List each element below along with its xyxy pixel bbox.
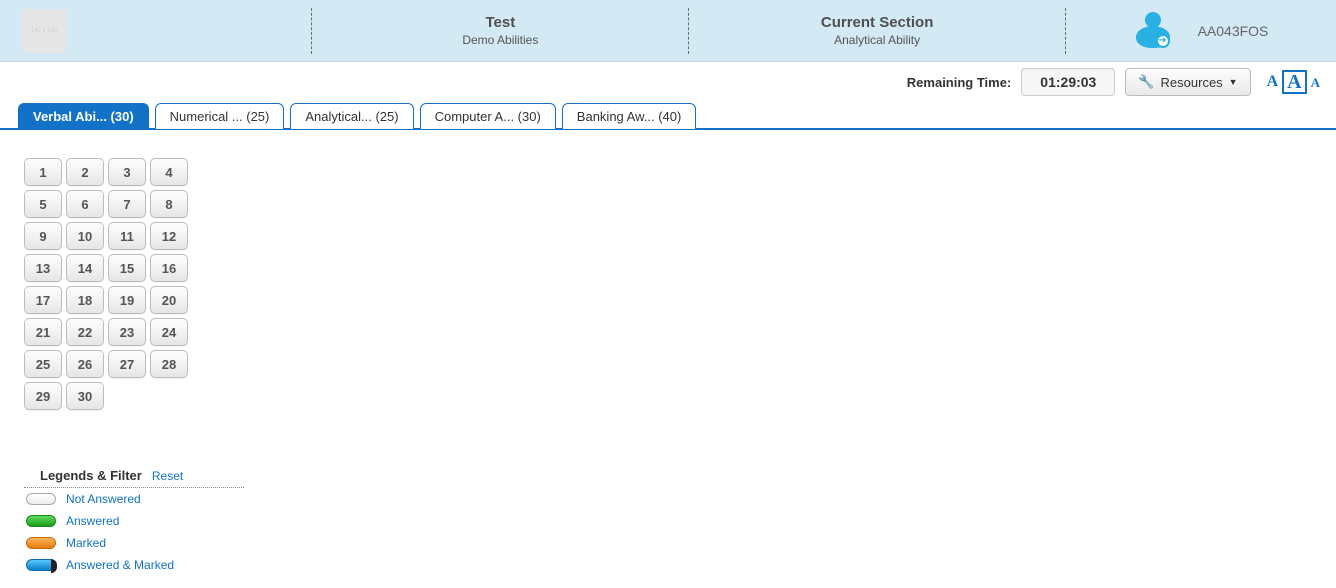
wrench-icon: 🔧 [1138,74,1154,90]
question-button-3[interactable]: 3 [108,158,146,186]
content-area: 1234567891011121314151617181920212223242… [0,130,1336,576]
question-button-1[interactable]: 1 [24,158,62,186]
question-button-27[interactable]: 27 [108,350,146,378]
user-column: ➔ AA043FOS [1066,12,1336,50]
tab-0[interactable]: Verbal Abi... (30) [18,103,149,129]
reset-link[interactable]: Reset [152,469,183,483]
logo-placeholder: 140 x 140 [22,9,66,53]
test-label: Test [312,14,688,31]
legend-label[interactable]: Not Answered [66,492,141,506]
question-button-28[interactable]: 28 [150,350,188,378]
test-name: Demo Abilities [312,33,688,47]
legend-pill-icon [26,537,56,549]
legend-row-3: Answered & Marked [24,554,244,576]
question-button-18[interactable]: 18 [66,286,104,314]
legend-label[interactable]: Answered & Marked [66,558,174,572]
tab-2[interactable]: Analytical... (25) [290,103,413,129]
question-button-16[interactable]: 16 [150,254,188,282]
toolbar: Remaining Time: 01:29:03 🔧 Resources ▼ A… [0,62,1336,102]
question-button-11[interactable]: 11 [108,222,146,250]
tab-1[interactable]: Numerical ... (25) [155,103,285,129]
font-size-medium[interactable]: A [1282,70,1306,94]
remaining-time-label: Remaining Time: [907,75,1012,90]
question-button-22[interactable]: 22 [66,318,104,346]
font-size-small[interactable]: A [1265,74,1281,90]
font-sizer: A A A [1265,70,1322,94]
legend-pill-icon [26,493,56,505]
user-icon[interactable]: ➔ [1134,12,1172,50]
font-size-large[interactable]: A [1309,76,1322,89]
user-id: AA043FOS [1198,23,1269,39]
question-button-4[interactable]: 4 [150,158,188,186]
question-button-20[interactable]: 20 [150,286,188,314]
question-button-8[interactable]: 8 [150,190,188,218]
legend-row-0: Not Answered [24,488,244,510]
legend-row-1: Answered [24,510,244,532]
question-button-30[interactable]: 30 [66,382,104,410]
legends-panel: Legends & Filter Reset Not Answered Answe… [24,466,244,576]
question-button-19[interactable]: 19 [108,286,146,314]
legend-pill-icon [26,559,56,571]
resources-label: Resources [1161,75,1223,90]
question-button-25[interactable]: 25 [24,350,62,378]
section-name: Analytical Ability [689,33,1065,47]
question-button-17[interactable]: 17 [24,286,62,314]
question-button-5[interactable]: 5 [24,190,62,218]
header-section-col: Current Section Analytical Ability [689,14,1065,47]
legend-pill-icon [26,515,56,527]
question-button-2[interactable]: 2 [66,158,104,186]
question-button-7[interactable]: 7 [108,190,146,218]
question-grid: 1234567891011121314151617181920212223242… [24,158,1336,410]
resources-button[interactable]: 🔧 Resources ▼ [1125,68,1250,96]
question-button-21[interactable]: 21 [24,318,62,346]
question-button-23[interactable]: 23 [108,318,146,346]
legend-row-2: Marked [24,532,244,554]
question-button-9[interactable]: 9 [24,222,62,250]
timer-display: 01:29:03 [1021,68,1115,96]
header-test-col: Test Demo Abilities [312,14,688,47]
section-label: Current Section [689,14,1065,31]
tab-4[interactable]: Banking Aw... (40) [562,103,697,129]
legends-title: Legends & Filter [40,468,142,483]
top-header: 140 x 140 Test Demo Abilities Current Se… [0,0,1336,62]
question-button-6[interactable]: 6 [66,190,104,218]
question-button-13[interactable]: 13 [24,254,62,282]
question-button-15[interactable]: 15 [108,254,146,282]
question-button-14[interactable]: 14 [66,254,104,282]
legend-label[interactable]: Marked [66,536,106,550]
question-button-26[interactable]: 26 [66,350,104,378]
question-button-12[interactable]: 12 [150,222,188,250]
caret-down-icon: ▼ [1229,77,1238,87]
question-button-24[interactable]: 24 [150,318,188,346]
question-button-29[interactable]: 29 [24,382,62,410]
tab-3[interactable]: Computer A... (30) [420,103,556,129]
legend-label[interactable]: Answered [66,514,119,528]
question-button-10[interactable]: 10 [66,222,104,250]
section-tabs: Verbal Abi... (30)Numerical ... (25)Anal… [0,102,1336,130]
legends-header: Legends & Filter Reset [24,466,244,488]
